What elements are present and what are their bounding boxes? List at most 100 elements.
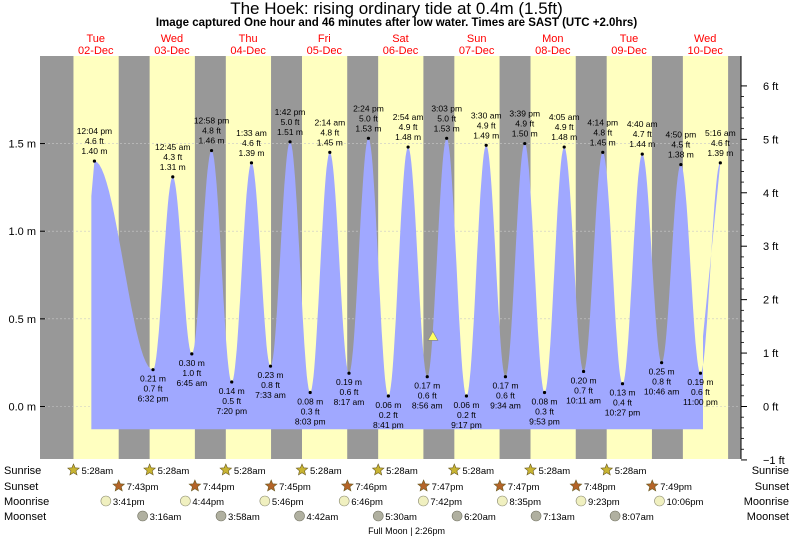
high-tide-point	[601, 150, 605, 154]
row-label-left: Sunset	[4, 481, 38, 493]
high-tide-metres: 1.31 m	[160, 162, 186, 172]
high-tide-time: 12:04 pm	[77, 126, 112, 136]
moonrise-time: 7:42pm	[430, 497, 462, 508]
high-tide-metres: 1.44 m	[629, 139, 655, 149]
high-tide-feet: 4.7 ft	[633, 129, 653, 139]
sunrise-star-icon	[295, 463, 309, 476]
high-tide-time: 12:58 pm	[194, 116, 229, 126]
sunrise-star-icon	[67, 463, 80, 476]
day-name: Thu	[239, 33, 258, 45]
sunrise-time: 5:28am	[615, 466, 647, 477]
low-tide-time: 8:56 am	[412, 401, 443, 411]
row-label-right: Moonrise	[744, 496, 789, 508]
sunset-time: 7:48pm	[584, 482, 616, 493]
high-tide-time: 3:03 pm	[431, 103, 462, 113]
low-tide-point	[308, 390, 312, 395]
high-tide-point	[366, 136, 371, 140]
high-tide-feet: 4.3 ft	[163, 152, 183, 162]
sunset-time: 7:43pm	[127, 482, 159, 493]
low-tide-time: 10:11 am	[566, 395, 601, 405]
moonrise-time: 8:35pm	[509, 497, 541, 508]
left-tick-label: 0.5 m	[8, 314, 36, 326]
low-tide-point	[347, 371, 351, 375]
low-tide-feet: 0.2 ft	[379, 410, 399, 420]
low-tide-feet: 0.2 ft	[457, 410, 477, 420]
current-tide-marker	[427, 330, 439, 341]
moonset-time: 7:13am	[543, 512, 575, 523]
high-tide-feet: 4.9 ft	[477, 120, 497, 130]
low-tide-time: 8:03 pm	[295, 416, 326, 426]
high-tide-feet: 4.9 ft	[399, 122, 419, 132]
low-tide-metres: 0.19 m	[336, 377, 362, 387]
sunset-time: 7:44pm	[203, 482, 235, 493]
low-tide-time: 7:20 pm	[216, 406, 247, 416]
high-tide-point	[679, 162, 683, 167]
sunrise-time: 5:28am	[310, 466, 342, 477]
low-tide-feet: 0.3 ft	[535, 406, 555, 416]
low-tide-feet: 0.4 ft	[613, 398, 633, 408]
high-tide-time: 4:40 am	[627, 119, 658, 129]
high-tide-metres: 1.50 m	[512, 129, 538, 139]
low-tide-time: 10:27 pm	[605, 408, 640, 418]
sunrise-star-icon	[143, 463, 157, 476]
low-tide-metres: 0.20 m	[571, 375, 597, 385]
left-tick-label: 1.0 m	[8, 226, 36, 238]
high-tide-metres: 1.45 m	[317, 137, 343, 147]
day-date: 10-Dec	[687, 45, 723, 57]
high-tide-point	[406, 145, 410, 149]
sunrise-star-icon	[524, 463, 537, 476]
moonset-time: 8:07am	[622, 512, 654, 523]
high-tide-time: 1:33 am	[236, 128, 267, 138]
right-tick-label: 3 ft	[763, 241, 778, 253]
day-name: Wed	[161, 33, 183, 45]
day-name: Sun	[467, 33, 487, 45]
high-tide-point	[718, 161, 722, 165]
low-tide-time: 6:32 pm	[138, 394, 169, 404]
low-tide-metres: 0.21 m	[140, 374, 166, 384]
high-tide-time: 3:39 pm	[509, 109, 540, 119]
sunrise-star-icon	[600, 463, 614, 476]
tide-points: 12:04 pm4.6 ft1.40 m0.21 m0.7 ft6:32 pm1…	[77, 103, 736, 430]
sunset-star-icon	[264, 479, 278, 492]
moonrise-icon	[338, 495, 350, 507]
moonrise-time: 4:44pm	[192, 497, 224, 508]
sunset-star-icon	[112, 479, 126, 492]
low-tide-feet: 0.5 ft	[222, 396, 242, 406]
high-tide-point	[328, 150, 332, 154]
low-tide-feet: 0.6 ft	[340, 387, 360, 397]
low-tide-feet: 0.7 ft	[144, 384, 164, 394]
day-name: Fri	[318, 33, 331, 45]
day-name: Wed	[694, 33, 716, 45]
sunset-time: 7:45pm	[279, 482, 311, 493]
sunset-star-icon	[493, 479, 507, 492]
chart-title: The Hoek: rising ordinary tide at 0.4m (…	[230, 0, 563, 18]
sunrise-star-icon	[219, 463, 233, 476]
high-tide-point	[445, 136, 449, 140]
low-tide-point	[425, 375, 429, 379]
row-label-right: Moonset	[747, 511, 789, 523]
day-date: 07-Dec	[459, 45, 495, 57]
high-tide-metres: 1.38 m	[668, 150, 694, 160]
high-tide-metres: 1.48 m	[551, 132, 577, 142]
sunset-star-icon	[569, 479, 583, 492]
high-tide-point	[92, 159, 97, 163]
day-name: Tue	[620, 33, 639, 45]
high-tide-point	[562, 145, 566, 149]
high-tide-point	[209, 148, 214, 153]
sunset-time: 7:47pm	[432, 482, 464, 493]
low-tide-point	[660, 361, 664, 365]
sun-moon-rows: Sunrise Sunrise Sunset Sunset Moonrise Moonri…	[4, 463, 789, 536]
chart-subtitle: Image captured One hour and 46 minutes a…	[155, 17, 638, 29]
high-tide-metres: 1.53 m	[355, 123, 381, 133]
low-tide-metres: 0.23 m	[258, 370, 284, 380]
high-tide-feet: 4.8 ft	[202, 126, 222, 136]
low-tide-feet: 0.3 ft	[301, 406, 321, 416]
low-tide-metres: 0.13 m	[610, 388, 636, 398]
moonset-icon	[372, 510, 384, 522]
high-tide-time: 1:42 pm	[275, 107, 306, 117]
high-tide-time: 4:14 pm	[587, 117, 618, 127]
high-tide-feet: 4.6 ft	[711, 138, 731, 148]
right-tick-label: 0 ft	[763, 402, 778, 414]
low-tide-time: 10:46 am	[644, 387, 679, 397]
